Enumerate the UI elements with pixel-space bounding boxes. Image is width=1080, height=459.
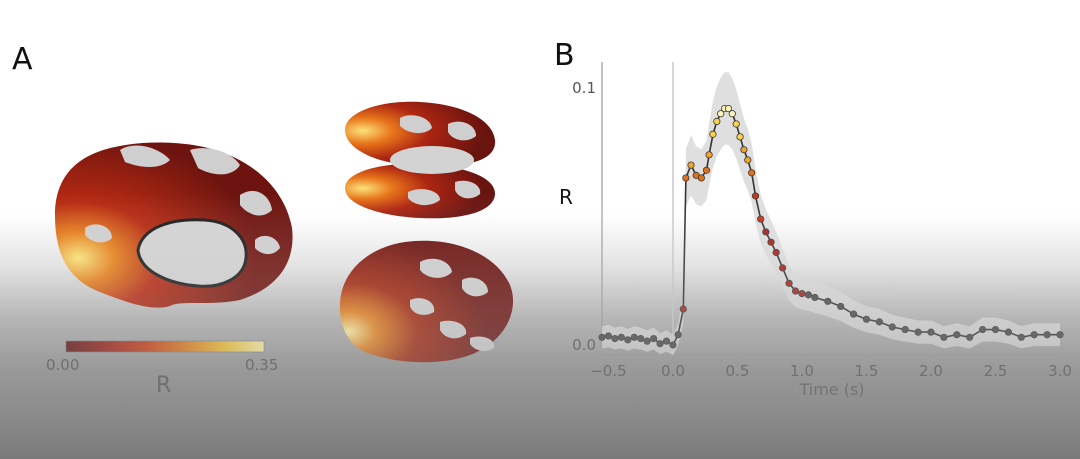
data-point	[757, 215, 765, 223]
colorbar	[65, 340, 265, 353]
data-point	[713, 117, 721, 126]
data-point	[604, 332, 613, 340]
data-point	[748, 169, 756, 177]
data-point	[901, 325, 909, 334]
colorbar-min-label: 0.00	[46, 356, 80, 374]
data-point	[762, 228, 770, 236]
data-point	[617, 333, 625, 341]
x-tick-label: 2.5	[984, 362, 1008, 380]
data-point	[1043, 331, 1051, 339]
data-point	[682, 174, 690, 182]
x-tick-label: 0.0	[661, 362, 685, 380]
data-point	[966, 333, 974, 341]
data-point	[697, 174, 705, 182]
data-point	[785, 279, 793, 287]
data-point	[598, 333, 606, 341]
x-tick-label: 1.0	[790, 362, 814, 380]
data-point	[740, 146, 748, 154]
data-point	[702, 166, 711, 174]
data-point	[888, 323, 896, 331]
data-point	[705, 151, 713, 159]
x-tick-label: −0.5	[590, 362, 626, 380]
data-point	[849, 310, 858, 318]
data-point	[953, 331, 961, 339]
x-tick-label: 1.5	[855, 362, 879, 380]
x-tick-label: 3.0	[1048, 362, 1072, 380]
brain-medial-view	[55, 142, 293, 308]
colorbar-max-label: 0.35	[245, 356, 279, 374]
data-point	[837, 302, 845, 311]
confidence-band	[602, 72, 1060, 356]
x-axis-label: Time (s)	[798, 380, 864, 399]
data-point	[624, 336, 632, 344]
data-point	[991, 325, 1000, 334]
data-point	[669, 341, 677, 349]
x-tick-label: 2.0	[919, 362, 943, 380]
x-tick-label: 0.5	[726, 362, 750, 380]
y-tick-label: 0.1	[572, 79, 596, 97]
data-point	[679, 305, 687, 313]
data-point	[687, 161, 695, 169]
data-point	[914, 328, 922, 336]
data-point	[643, 337, 651, 345]
data-point	[791, 287, 800, 295]
data-point	[630, 333, 638, 341]
y-axis-label: R	[559, 185, 573, 209]
data-point	[709, 130, 717, 138]
y-tick-label: 0.0	[572, 336, 596, 354]
data-point	[650, 334, 658, 343]
data-point	[728, 110, 736, 118]
data-point	[662, 337, 671, 345]
data-point	[978, 325, 987, 334]
data-point	[940, 333, 948, 341]
data-point	[1056, 331, 1064, 339]
data-point	[637, 334, 645, 343]
data-point	[674, 331, 682, 339]
data-point	[744, 156, 752, 164]
data-point	[767, 238, 775, 246]
data-point	[811, 293, 819, 302]
data-point	[798, 289, 806, 298]
data-point	[779, 264, 787, 272]
data-point	[927, 328, 935, 336]
colorbar-title: R	[156, 373, 172, 398]
data-point	[862, 315, 871, 323]
data-point	[736, 133, 744, 141]
data-point	[804, 291, 813, 299]
brain-ventral-view	[345, 101, 496, 219]
data-point	[824, 297, 832, 305]
data-point	[732, 120, 740, 128]
data-point	[751, 192, 760, 200]
brain-lateral-view	[339, 240, 514, 363]
data-point	[1030, 331, 1038, 339]
data-point	[611, 334, 619, 343]
data-point	[1004, 328, 1012, 336]
data-point	[772, 248, 780, 257]
data-point	[656, 340, 664, 348]
data-point	[875, 318, 883, 326]
data-point	[1017, 333, 1025, 341]
